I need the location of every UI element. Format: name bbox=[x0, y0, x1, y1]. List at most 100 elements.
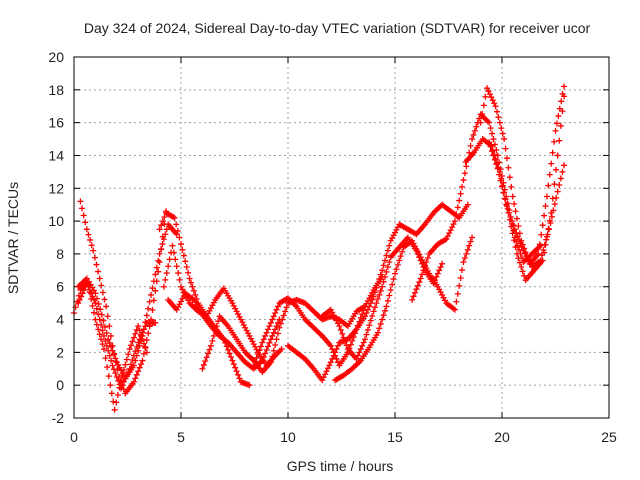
data-point bbox=[546, 171, 553, 178]
data-point bbox=[136, 327, 143, 334]
data-point bbox=[343, 342, 350, 349]
data-point bbox=[150, 278, 157, 285]
data-point bbox=[495, 114, 502, 121]
data-point bbox=[477, 119, 484, 126]
data-point bbox=[421, 263, 428, 270]
data-point bbox=[270, 329, 277, 336]
data-point bbox=[552, 127, 559, 134]
data-point bbox=[457, 190, 464, 197]
data-point bbox=[276, 324, 283, 331]
data-point bbox=[538, 231, 545, 238]
data-point bbox=[473, 123, 480, 130]
data-point bbox=[464, 201, 471, 208]
data-point bbox=[541, 241, 548, 248]
data-point bbox=[138, 331, 145, 338]
x-tick-label: 20 bbox=[494, 429, 510, 445]
data-point bbox=[541, 212, 548, 219]
x-tick-label: 25 bbox=[601, 429, 617, 445]
data-point bbox=[89, 302, 96, 309]
data-point bbox=[491, 100, 498, 107]
data-point bbox=[273, 306, 280, 313]
data-point bbox=[496, 171, 503, 178]
data-point bbox=[76, 296, 83, 303]
data-point bbox=[229, 357, 236, 364]
data-point bbox=[379, 267, 386, 274]
data-point bbox=[513, 229, 520, 236]
data-point bbox=[259, 357, 266, 364]
data-point bbox=[382, 273, 389, 280]
data-point bbox=[140, 326, 147, 333]
data-point bbox=[511, 226, 518, 233]
chart-title: Day 324 of 2024, Sidereal Day-to-day VTE… bbox=[84, 20, 591, 36]
data-point bbox=[476, 115, 483, 122]
data-point bbox=[499, 182, 506, 189]
data-point bbox=[166, 256, 173, 263]
data-point bbox=[143, 312, 150, 319]
data-point bbox=[359, 342, 366, 349]
data-point bbox=[104, 364, 111, 371]
data-point bbox=[322, 371, 329, 378]
data-point bbox=[265, 343, 272, 350]
data-point bbox=[175, 270, 182, 277]
data-point bbox=[140, 350, 147, 357]
data-point bbox=[235, 371, 242, 378]
data-point bbox=[382, 307, 389, 314]
data-point bbox=[123, 356, 130, 363]
data-point bbox=[101, 296, 108, 303]
data-point bbox=[108, 343, 115, 350]
data-point bbox=[420, 267, 427, 274]
data-point bbox=[206, 346, 213, 353]
data-point bbox=[282, 308, 289, 315]
data-point bbox=[95, 311, 102, 318]
data-point bbox=[453, 298, 460, 305]
data-point bbox=[132, 330, 139, 337]
data-point bbox=[179, 246, 186, 253]
data-point bbox=[269, 316, 276, 323]
y-tick-label: 4 bbox=[56, 312, 64, 328]
data-point bbox=[82, 219, 89, 226]
data-point bbox=[135, 323, 142, 330]
data-point bbox=[446, 230, 453, 237]
data-point bbox=[540, 247, 547, 254]
data-point bbox=[190, 287, 197, 294]
data-point bbox=[392, 270, 398, 277]
data-point bbox=[374, 329, 381, 336]
data-point bbox=[230, 361, 237, 368]
data-point bbox=[270, 313, 277, 320]
data-point bbox=[469, 136, 476, 143]
data-point bbox=[519, 268, 526, 275]
data-point bbox=[125, 369, 132, 376]
data-point bbox=[501, 186, 508, 193]
axis-ticks: 0 5 10 15 20 25 -2 0 2 4 6 8 10 12 14 16 18 20 bbox=[48, 49, 617, 445]
data-point bbox=[384, 297, 391, 304]
data-point bbox=[113, 373, 120, 380]
y-tick-label: 10 bbox=[48, 213, 64, 229]
data-point bbox=[146, 298, 153, 305]
data-point bbox=[556, 181, 563, 188]
data-point bbox=[512, 244, 519, 251]
data-point bbox=[128, 361, 135, 368]
data-point bbox=[376, 276, 383, 283]
data-point bbox=[551, 181, 558, 188]
data-point bbox=[255, 351, 262, 358]
data-point bbox=[130, 362, 137, 369]
data-point bbox=[383, 303, 390, 310]
data-point bbox=[158, 245, 165, 252]
data-point bbox=[279, 316, 286, 323]
data-point bbox=[548, 160, 555, 167]
data-point bbox=[482, 93, 489, 100]
data-point bbox=[110, 398, 117, 405]
data-point bbox=[414, 282, 421, 289]
data-point bbox=[518, 264, 525, 271]
data-point bbox=[486, 139, 493, 146]
data-point bbox=[103, 342, 110, 349]
data-point bbox=[102, 355, 109, 362]
data-point bbox=[257, 343, 264, 350]
data-point bbox=[413, 286, 420, 293]
data-point bbox=[275, 330, 282, 337]
data-point bbox=[160, 283, 167, 290]
data-point bbox=[128, 342, 135, 349]
data-point bbox=[437, 264, 444, 271]
data-point bbox=[370, 293, 377, 300]
data-point bbox=[492, 155, 499, 162]
